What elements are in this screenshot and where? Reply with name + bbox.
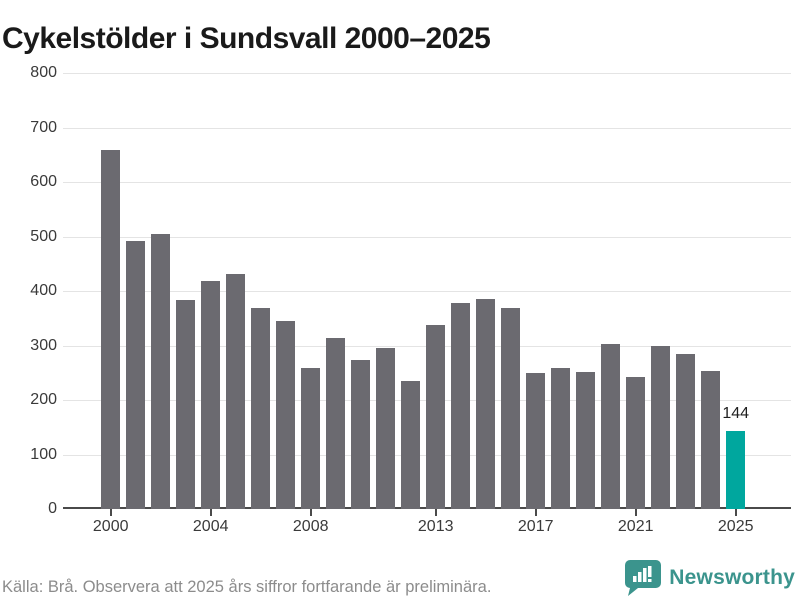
bar-2006 (251, 308, 271, 509)
y-axis-tick-label: 0 (48, 500, 57, 517)
gridline-600 (63, 182, 791, 183)
newsworthy-logo-icon (625, 560, 662, 596)
x-axis-tick-label: 2008 (292, 518, 329, 535)
bar-2016 (501, 307, 521, 509)
x-axis-tick-label: 2000 (92, 518, 129, 535)
x-axis-tick (534, 509, 537, 516)
y-axis-tick-label: 500 (30, 227, 57, 245)
x-axis-tick (309, 509, 312, 516)
bar-2011 (376, 348, 396, 509)
bar-2000 (101, 149, 121, 509)
bar-2018 (551, 368, 571, 509)
x-axis-tick-label: 2017 (517, 518, 554, 535)
gridline-400 (63, 291, 791, 292)
x-axis-tick (634, 509, 637, 516)
gridline-500 (63, 236, 791, 238)
bar-2009 (326, 338, 346, 509)
y-axis-tick-label: 300 (30, 336, 57, 354)
bar-2022 (651, 345, 671, 509)
gridline-800 (63, 73, 791, 74)
x-axis-tick-label: 2025 (717, 518, 754, 535)
newsworthy-logo-text: Newsworthy (669, 566, 795, 589)
x-axis-tick-label: 2021 (617, 518, 654, 535)
y-axis-tick-label: 800 (30, 64, 57, 81)
y-axis-tick-label: 600 (30, 173, 57, 190)
bar-2002 (151, 234, 171, 509)
gridline-700 (63, 127, 791, 129)
bar-2024 (701, 370, 721, 509)
x-axis-tick-label: 2004 (192, 518, 229, 535)
bar-2005 (226, 273, 246, 509)
bar-2004 (201, 281, 221, 509)
source-note: Källa: Brå. Observera att 2025 års siffr… (2, 578, 492, 596)
bar-2023 (676, 354, 696, 509)
x-axis-tick (209, 509, 212, 516)
bar-2013 (426, 324, 446, 509)
y-axis-tick-label: 700 (30, 118, 57, 136)
bar-2010 (351, 360, 371, 509)
bar-2012 (401, 380, 421, 509)
bar-value-label: 144 (722, 404, 750, 422)
y-axis-tick-label: 400 (30, 282, 57, 299)
bar-2007 (276, 320, 296, 509)
chart-title: Cykelstölder i Sundsvall 2000–2025 (2, 22, 491, 56)
bar-2015 (476, 298, 496, 509)
newsworthy-logo[interactable]: Newsworthy (625, 559, 795, 597)
bar-2014 (451, 302, 471, 509)
x-axis-tick (434, 509, 437, 516)
x-axis-tick (109, 509, 112, 516)
y-axis-tick-label: 100 (30, 445, 57, 463)
bar-2020 (601, 343, 621, 509)
x-axis-tick (734, 509, 737, 516)
bar-2019 (576, 372, 596, 509)
bar-2001 (126, 241, 146, 509)
bar-2021 (626, 377, 646, 509)
bar-2003 (176, 300, 196, 509)
bar-2025 (726, 430, 746, 509)
bar-2008 (301, 368, 321, 509)
y-axis-tick-label: 200 (30, 391, 57, 408)
bar-2017 (526, 372, 546, 509)
x-axis-tick-label: 2013 (417, 518, 454, 535)
